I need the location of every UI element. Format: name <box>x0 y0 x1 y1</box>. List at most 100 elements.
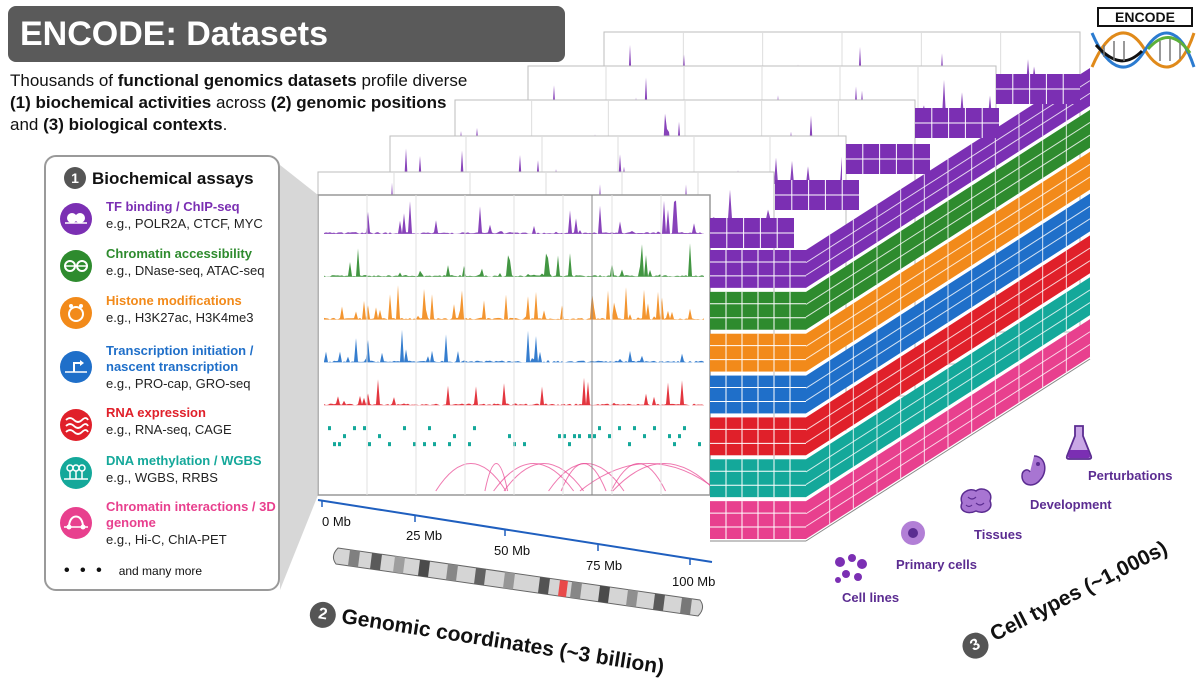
assay-rna-expression: RNA expression e.g., RNA-seq, CAGE <box>60 405 280 451</box>
methylation-mark <box>433 442 436 447</box>
chromosome-band <box>570 581 582 600</box>
chromosome-band <box>680 597 692 615</box>
methylation-mark <box>353 426 356 431</box>
cube-grid-line <box>805 289 1091 473</box>
chromosome-band <box>370 552 382 571</box>
cube-grid-line <box>805 343 1091 527</box>
assay-name: TF binding / ChIP-seq <box>106 199 240 214</box>
cube-grid-line <box>805 176 1091 360</box>
cube-edge <box>805 358 1091 542</box>
dna-helix-icon <box>1090 31 1196 69</box>
rna-icon <box>60 409 92 441</box>
chromosome-band <box>626 589 638 608</box>
interaction-arc <box>579 463 719 492</box>
context-label-primary-cells: Primary cells <box>896 557 977 572</box>
methylation-mark <box>698 442 701 447</box>
methylation-mark <box>563 434 566 439</box>
methylation-mark <box>653 426 656 431</box>
methylation-mark <box>643 434 646 439</box>
cube-grid-line <box>805 247 1091 431</box>
cube-grid-line <box>805 134 1091 318</box>
interaction-arc <box>435 463 507 492</box>
assay-name: RNA expression <box>106 405 206 420</box>
more-assays: • • • and many more <box>64 562 202 580</box>
methylation-mark <box>608 434 611 439</box>
cube-grid-line <box>805 122 1091 305</box>
tf-binding-icon <box>60 203 92 235</box>
genome-axis-line <box>317 499 713 563</box>
methylation-mark <box>388 442 391 447</box>
methylation-mark <box>403 426 406 431</box>
methylation-mark <box>378 434 381 439</box>
section-number-badge: 2 <box>307 600 338 630</box>
assay-examples: e.g., Hi-C, ChIA-PET <box>106 532 227 547</box>
context-label-cell-lines: Cell lines <box>842 590 900 605</box>
assay-dna-methylation: DNA methylation / WGBS e.g., WGBS, RRBS <box>60 453 280 499</box>
more-assays-text: and many more <box>118 564 203 578</box>
methylation-mark <box>678 434 681 439</box>
chromosome-band <box>503 571 515 590</box>
assays-heading: 1 Biochemical assays <box>64 167 254 189</box>
intro-part: across <box>211 93 271 112</box>
intro-bold: functional genomics datasets <box>117 71 357 90</box>
context-label-perturbations: Perturbations <box>1088 468 1173 483</box>
cube-grid-line <box>805 92 1091 276</box>
methylation-mark <box>598 426 601 431</box>
methylation-mark <box>668 434 671 439</box>
intro-text: Thousands of functional genomics dataset… <box>10 70 530 136</box>
assay-examples: e.g., RNA-seq, CAGE <box>106 422 232 437</box>
intro-part: and <box>10 115 44 134</box>
cube-grid-line <box>805 80 1091 264</box>
axis-tick-label: 50 Mb <box>494 543 531 558</box>
methylation-mark <box>588 434 591 439</box>
chromosome-highlight <box>558 580 568 597</box>
assay-examples: e.g., H3K27ac, H3K4me3 <box>106 310 254 325</box>
assay-examples: e.g., PRO-cap, GRO-seq <box>106 376 251 391</box>
assay-name: DNA methylation / WGBS <box>106 453 262 468</box>
methylation-mark <box>523 442 526 447</box>
perspective-wedge <box>280 165 318 590</box>
assay-name: Chromatin interactions / 3D genome <box>106 499 276 530</box>
assay-tf-binding: TF binding / ChIP-seq e.g., POLR2A, CTCF… <box>60 199 280 245</box>
context-label-tissues: Tissues <box>974 527 1023 542</box>
methylation-mark <box>568 442 571 447</box>
intro-bold: (1) biochemical activities <box>10 93 212 112</box>
chromatin-accessibility-icon <box>60 250 92 282</box>
chromosome-band <box>538 577 550 595</box>
intro-part: . <box>222 115 228 134</box>
methylation-mark <box>618 426 621 431</box>
methylation-mark <box>423 442 426 447</box>
methylation-mark <box>473 426 476 431</box>
chromosome-band <box>598 585 610 604</box>
axis-tick-label: 25 Mb <box>406 528 443 543</box>
context-label-development: Development <box>1030 497 1112 512</box>
axis-tick-label: 100 Mb <box>672 574 716 589</box>
assay-chromatin-accessibility: Chromatin accessibility e.g., DNase-seq,… <box>60 246 280 292</box>
cube-grid-line <box>805 205 1091 389</box>
intro-bold: (2) genomic positions <box>270 93 447 112</box>
methylation-mark <box>578 434 581 439</box>
cube-grid-line <box>805 163 1091 347</box>
methylation-mark <box>683 426 686 431</box>
interaction-arc <box>484 463 509 492</box>
interaction-arc <box>560 463 607 492</box>
chromosome-band <box>474 567 486 586</box>
methylation-mark <box>333 442 336 447</box>
chromatin-loop-icon <box>60 507 92 539</box>
cube-grid-line <box>805 218 1091 402</box>
cube-grid-line <box>805 331 1091 515</box>
assay-examples: e.g., DNase-seq, ATAC-seq <box>106 263 265 278</box>
methylation-mark <box>363 426 366 431</box>
chromosome-band <box>348 549 360 568</box>
methylation-mark <box>573 434 576 439</box>
assay-chromatin-interactions: Chromatin interactions / 3D genome e.g.,… <box>60 499 280 559</box>
methylation-mark <box>343 434 346 439</box>
ellipsis-icon: • • • <box>64 562 105 579</box>
methylation-mark <box>338 442 341 447</box>
intro-bold: (3) biological contexts <box>43 115 223 134</box>
methylation-mark <box>468 442 471 447</box>
assay-examples: e.g., WGBS, RRBS <box>106 470 218 485</box>
assay-name: Chromatin accessibility <box>106 246 252 261</box>
section-number-badge: 1 <box>64 167 86 189</box>
methylation-mark <box>628 442 631 447</box>
